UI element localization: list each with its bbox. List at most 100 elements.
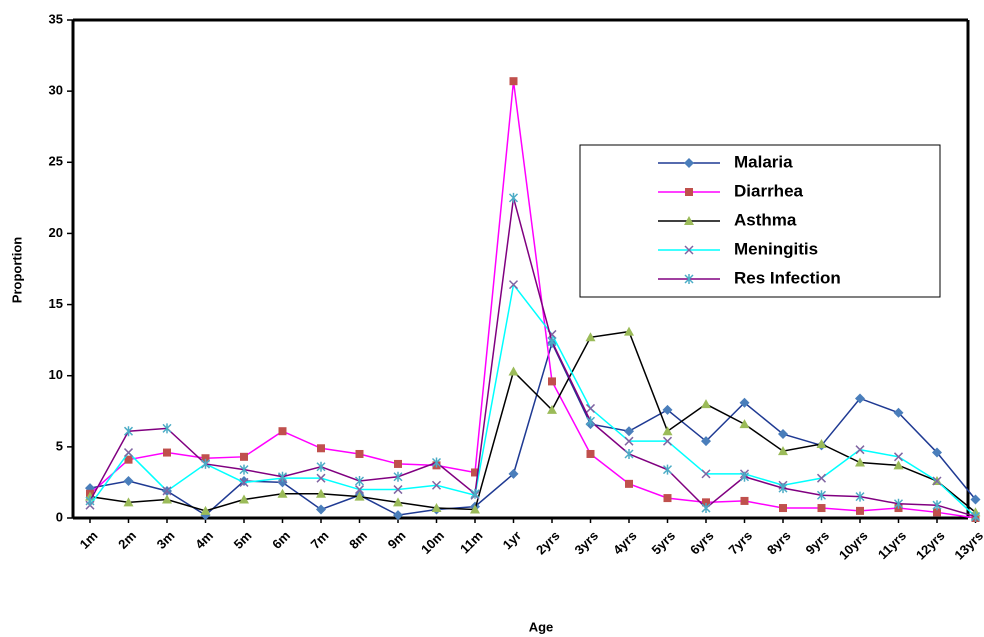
data-point — [855, 491, 865, 502]
y-tick-label: 30 — [49, 83, 63, 98]
x-tick-label: 6m — [269, 528, 293, 552]
data-point — [585, 416, 596, 427]
data-point — [702, 498, 710, 507]
data-point — [394, 459, 402, 468]
data-point — [239, 494, 249, 504]
x-tick-label: 1yr — [500, 528, 524, 552]
legend-label: Asthma — [734, 210, 797, 229]
data-point — [585, 403, 596, 413]
x-tick-label: 1m — [77, 528, 101, 552]
legend-label: Meningitis — [734, 239, 818, 258]
data-point — [508, 468, 519, 479]
data-point — [739, 397, 750, 408]
data-point — [662, 436, 673, 446]
data-point — [701, 469, 711, 479]
series-line — [89, 81, 976, 519]
data-point — [393, 497, 403, 507]
data-point — [354, 476, 365, 487]
data-point — [586, 449, 595, 458]
data-point — [701, 399, 711, 409]
series-line — [89, 197, 976, 518]
x-tick-label: 5m — [231, 528, 255, 552]
x-tick-label: 11m — [457, 528, 486, 557]
data-point — [893, 498, 904, 509]
data-point — [932, 476, 942, 486]
data-point — [162, 494, 172, 504]
data-point — [508, 366, 519, 376]
data-point — [932, 500, 942, 511]
x-tick-label: 11yrs — [875, 528, 909, 562]
data-point — [508, 192, 519, 203]
data-point — [393, 471, 403, 482]
data-point — [932, 447, 942, 458]
data-point — [739, 471, 750, 482]
data-point — [431, 503, 442, 513]
data-point — [817, 504, 826, 513]
data-point — [585, 332, 596, 342]
data-point — [162, 486, 172, 496]
series-line — [89, 330, 976, 513]
data-point — [701, 436, 711, 447]
legend: Malaria Diarrhea Asthma Meningitis Res Infec… — [579, 144, 941, 298]
y-tick-label: 35 — [49, 11, 63, 26]
legend-marker — [684, 216, 694, 225]
x-tick-label: 3yrs — [572, 528, 602, 558]
data-point — [471, 468, 479, 477]
data-point — [200, 458, 211, 469]
data-point — [124, 455, 133, 464]
legend-label: Malaria — [734, 152, 793, 171]
data-point — [624, 426, 634, 437]
x-tick-label: 4yrs — [610, 528, 640, 558]
data-point — [662, 426, 673, 436]
legend-label: Res Infection — [734, 268, 841, 287]
x-tick-label: 2m — [115, 528, 139, 552]
data-point — [739, 419, 750, 429]
legend-marker — [684, 274, 694, 284]
data-point — [239, 476, 249, 487]
data-point — [547, 404, 557, 414]
data-point — [239, 464, 249, 475]
x-axis-label: Age — [529, 619, 554, 634]
data-point — [123, 426, 134, 437]
series-line — [89, 282, 977, 518]
data-point — [239, 477, 249, 487]
data-point — [778, 446, 788, 456]
data-point — [509, 77, 518, 86]
data-point — [200, 505, 211, 515]
x-tick-label: 2yrs — [533, 528, 563, 558]
data-point — [740, 496, 749, 505]
y-tick-label: 15 — [49, 296, 63, 311]
data-point — [317, 444, 325, 453]
data-point — [316, 461, 326, 472]
data-point — [855, 445, 865, 455]
legend-marker — [684, 245, 694, 255]
data-point — [123, 448, 134, 458]
legend-label: Diarrhea — [734, 181, 804, 200]
x-tick-label: 3m — [154, 528, 178, 552]
data-point — [277, 488, 288, 498]
series-line — [89, 340, 977, 517]
data-point — [701, 503, 711, 514]
data-point — [970, 494, 981, 505]
data-point — [816, 490, 827, 501]
data-point — [431, 457, 442, 468]
x-tick-label: 5yrs — [649, 528, 679, 558]
data-point — [855, 457, 865, 467]
data-point — [547, 336, 557, 347]
data-point — [933, 508, 941, 517]
data-point — [893, 452, 904, 462]
data-point — [855, 393, 865, 404]
data-point — [856, 506, 864, 515]
data-point — [816, 473, 827, 483]
data-point — [85, 495, 95, 506]
data-point — [624, 448, 634, 459]
data-point — [163, 448, 171, 457]
data-point — [779, 504, 787, 513]
x-tick-label: 9m — [385, 528, 409, 552]
legend-box — [579, 144, 941, 298]
data-point — [778, 429, 788, 440]
data-point — [354, 491, 365, 501]
data-point — [240, 452, 248, 461]
data-point — [893, 407, 904, 418]
